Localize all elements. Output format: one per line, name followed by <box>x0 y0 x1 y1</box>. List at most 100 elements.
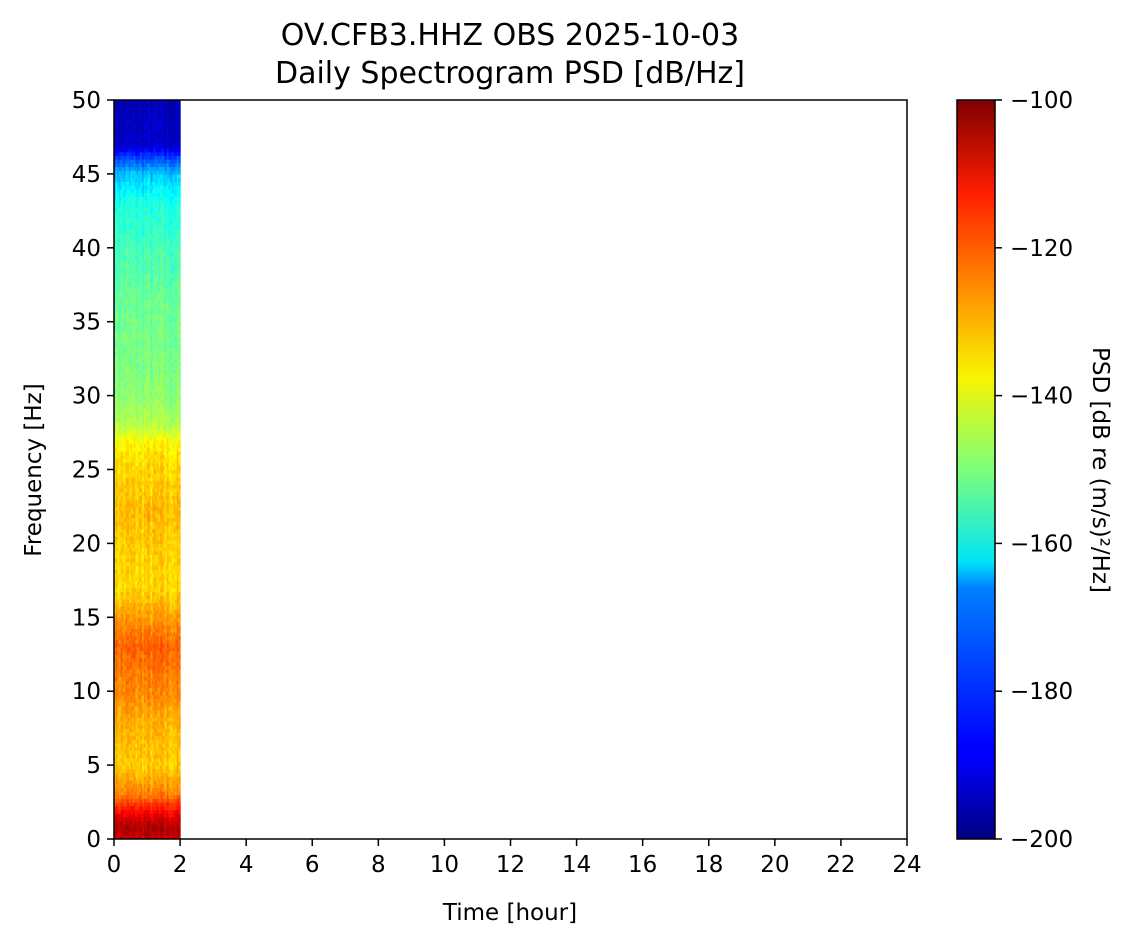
heatmap-cell <box>153 809 156 814</box>
heatmap-cell <box>128 391 132 397</box>
heatmap-cell <box>143 639 146 644</box>
heatmap-cell <box>150 173 153 179</box>
heatmap-cell <box>123 114 127 120</box>
heatmap-cell <box>138 835 142 839</box>
heatmap-cell <box>143 125 146 131</box>
heatmap-cell <box>117 809 120 814</box>
heatmap-cell <box>130 572 133 578</box>
heatmap-cell <box>123 284 127 290</box>
heatmap-cell <box>152 558 155 563</box>
heatmap-cell <box>123 173 127 179</box>
heatmap-cell <box>138 354 142 360</box>
heatmap-cell <box>118 702 122 707</box>
heatmap-cell <box>120 281 123 286</box>
heatmap-cell <box>115 273 118 278</box>
heatmap-cell <box>118 698 122 703</box>
heatmap-cell <box>117 465 120 471</box>
heatmap-cell <box>143 499 146 504</box>
heatmap-cell <box>114 521 117 526</box>
heatmap-cell <box>138 691 142 696</box>
heatmap-cell <box>142 229 145 234</box>
heatmap-cell <box>152 402 155 408</box>
heatmap-cell <box>153 643 156 648</box>
heatmap-cell <box>122 820 125 825</box>
heatmap-cell <box>118 314 122 319</box>
heatmap-cell <box>128 517 132 522</box>
heatmap-cell <box>114 432 117 437</box>
heatmap-cell <box>115 473 118 478</box>
heatmap-cell <box>138 402 142 408</box>
heatmap-cell <box>120 484 123 489</box>
heatmap-cell <box>127 572 130 578</box>
heatmap-cell <box>128 321 132 326</box>
heatmap-cell <box>127 643 130 648</box>
heatmap-cell <box>125 284 128 290</box>
heatmap-cell <box>114 358 117 363</box>
heatmap-cell <box>143 824 146 829</box>
heatmap-cell <box>120 218 123 223</box>
heatmap-cell <box>130 402 133 408</box>
heatmap-cell <box>152 572 155 578</box>
heatmap-cell <box>114 114 117 120</box>
heatmap-cell <box>117 458 120 463</box>
heatmap-cell <box>123 820 127 825</box>
heatmap-cell <box>118 233 122 238</box>
heatmap-cell <box>148 347 151 352</box>
heatmap-cell <box>135 432 138 437</box>
heatmap-cell <box>133 473 137 478</box>
heatmap-cell <box>147 432 150 437</box>
heatmap-cell <box>137 402 140 408</box>
heatmap-cell <box>127 240 130 245</box>
heatmap-cell <box>147 314 150 319</box>
heatmap-cell <box>118 595 122 600</box>
heatmap-cell <box>122 207 125 212</box>
heatmap-cell <box>133 107 137 112</box>
heatmap-cell <box>147 750 150 755</box>
heatmap-cell <box>132 229 135 234</box>
heatmap-cell <box>147 391 150 397</box>
heatmap-cell <box>127 148 130 153</box>
heatmap-cell <box>138 499 142 504</box>
heatmap-cell <box>153 306 156 312</box>
heatmap-cell <box>137 495 140 500</box>
heatmap-cell <box>132 288 135 293</box>
heatmap-cell <box>152 783 155 788</box>
heatmap-cell <box>122 384 125 389</box>
heatmap-cell <box>127 118 130 123</box>
heatmap-cell <box>123 136 127 142</box>
heatmap-cell <box>153 720 156 726</box>
heatmap-cell <box>143 495 146 500</box>
heatmap-cell <box>125 613 128 618</box>
heatmap-cell <box>143 284 146 290</box>
heatmap-cell <box>135 528 138 533</box>
heatmap-cell <box>150 816 153 822</box>
heatmap-cell <box>145 136 148 142</box>
heatmap-cell <box>152 609 155 615</box>
heatmap-cell <box>133 750 137 755</box>
heatmap-cell <box>117 805 120 811</box>
heatmap-cell <box>150 410 153 415</box>
heatmap-cell <box>153 628 156 633</box>
heatmap-cell <box>132 776 135 781</box>
heatmap-cell <box>128 451 132 456</box>
heatmap-cell <box>145 502 148 508</box>
heatmap-cell <box>115 284 118 290</box>
heatmap-cell <box>123 369 127 375</box>
heatmap-cell <box>130 783 133 788</box>
heatmap-cell <box>115 236 118 242</box>
heatmap-cell <box>132 524 135 530</box>
heatmap-cell <box>137 170 140 175</box>
heatmap-cell <box>150 794 153 799</box>
heatmap-cell <box>140 646 143 652</box>
heatmap-cell <box>145 617 148 622</box>
heatmap-cell <box>127 277 130 282</box>
heatmap-cell <box>125 273 128 278</box>
heatmap-cell <box>143 621 146 626</box>
heatmap-cell <box>150 735 153 740</box>
heatmap-cell <box>133 196 137 201</box>
heatmap-cell <box>120 624 123 629</box>
heatmap-cell <box>140 151 143 157</box>
heatmap-cell <box>152 380 155 386</box>
heatmap-cell <box>148 129 151 134</box>
heatmap-cell <box>128 314 132 319</box>
